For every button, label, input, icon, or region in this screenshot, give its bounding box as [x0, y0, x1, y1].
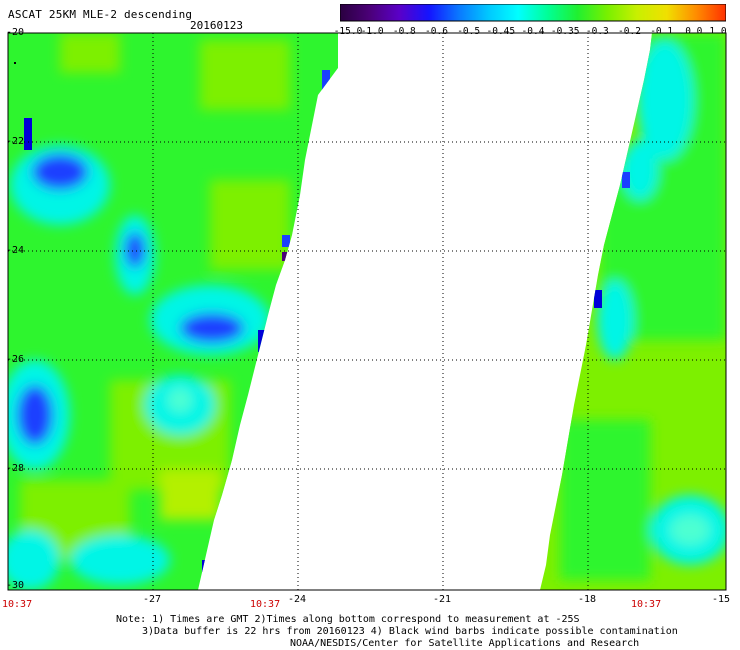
lon-label: -24 — [288, 594, 307, 605]
note-line: NOAA/NESDIS/Center for Satellite Applica… — [290, 638, 640, 649]
lon-label: -15 — [712, 594, 731, 605]
map-dot — [14, 62, 16, 64]
right-swath — [540, 33, 726, 590]
pass-time-label: 10:37 — [250, 599, 281, 610]
colorbar-tick-label: -0.5 — [457, 26, 481, 37]
right-swath-features — [560, 33, 726, 580]
colorbar-tick-label: -1.0 — [360, 26, 384, 37]
colorbar-tick-label: 0.0 — [685, 26, 703, 37]
colorbar-tick-label: -0.4 — [521, 26, 545, 37]
note-line: 3)Data buffer is 22 hrs from 20160123 4)… — [142, 626, 678, 637]
map-title: ASCAT 25KM MLE-2 descending — [8, 8, 193, 21]
colorbar-tick-label: -0.3 — [585, 26, 609, 37]
colorbar-tick-label: -15.0 — [333, 26, 363, 37]
lon-label: -21 — [433, 594, 452, 605]
swath-edge-cell — [594, 290, 602, 308]
swath-edge-cell — [24, 118, 32, 150]
lat-label: -26 — [6, 354, 25, 365]
swath-edge-cell — [258, 330, 266, 352]
swath-edge-cell — [322, 70, 330, 98]
swath-edge-cell — [282, 252, 290, 261]
colorbar-tick-label: -0.1 — [650, 26, 674, 37]
lat-label: -20 — [6, 27, 25, 38]
colorbar-tick-label: -0.35 — [550, 26, 580, 37]
colorbar-tick-label: -0.8 — [392, 26, 416, 37]
left-swath — [8, 33, 338, 590]
map-frame — [7, 32, 727, 591]
swath-edge-cell — [622, 172, 630, 188]
colorbar-tick-labels: -15.0 -1.0 -0.8 -0.6 -0.5 -0.45 -0.4 -0.35 -0.3-… — [334, 26, 727, 38]
colorbar-tick-label: 1.0 — [709, 26, 727, 37]
swath-edge-cell — [282, 235, 290, 247]
pass-time-label: 10:37 — [2, 599, 33, 610]
colorbar — [340, 4, 726, 22]
left-swath-features — [8, 33, 290, 590]
note-line: Note: 1) Times are GMT 2)Times along bot… — [116, 614, 580, 625]
map-date: 20160123 — [190, 19, 243, 32]
lon-label: -18 — [578, 594, 597, 605]
lat-label: -28 — [6, 463, 25, 474]
colorbar-tick-label: -0.45 — [486, 26, 516, 37]
lat-label: -30 — [6, 580, 25, 591]
colorbar-tick-label: -0.2 — [618, 26, 641, 37]
colorbar-rect — [340, 4, 726, 22]
lat-label: -24 — [6, 245, 25, 256]
graticule — [8, 33, 726, 590]
lon-label: -27 — [143, 594, 162, 605]
swath-edge-cell — [202, 560, 210, 572]
lat-label: -22 — [6, 136, 25, 147]
pass-time-label: 10:37 — [631, 599, 662, 610]
colorbar-tick-label: -0.6 — [425, 26, 448, 37]
